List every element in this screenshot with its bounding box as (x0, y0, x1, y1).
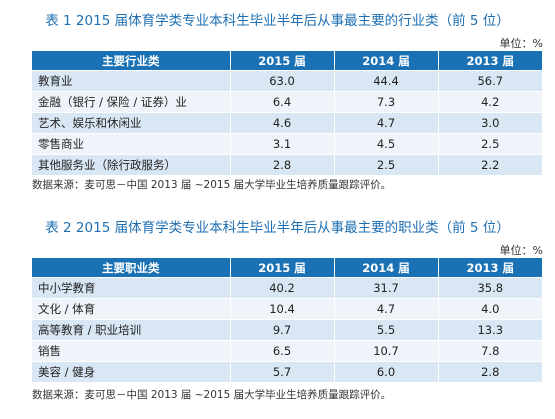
value-2015: 9.7 (230, 319, 335, 341)
header-2013: 2013 届 (438, 258, 542, 278)
header-2015: 2015 届 (230, 258, 335, 278)
value-2013: 13.3 (438, 319, 542, 341)
value-2014: 4.5 (334, 133, 439, 155)
table2-caption: 表 2 2015 届体育学类专业本科生毕业半年后从事最主要的职业类（前 5 位） (45, 220, 510, 236)
row-name: 其他服务业（除行政服务） (32, 154, 231, 175)
table1-caption: 表 1 2015 届体育学类专业本科生毕业半年后从事最主要的行业类（前 5 位） (45, 13, 510, 29)
value-2015: 5.7 (230, 361, 335, 382)
value-2014: 4.7 (334, 112, 439, 134)
table2-source-note: 数据来源：麦可思－中国 2013 届 ~2015 届大学毕业生培养质量跟踪评价。 (32, 389, 392, 401)
row-name: 文化 / 体育 (32, 298, 231, 320)
value-2014: 2.5 (334, 154, 439, 175)
row-name: 中小学教育 (32, 277, 231, 299)
header-2014: 2014 届 (334, 258, 439, 278)
value-2015: 40.2 (230, 277, 335, 299)
row-name: 美容 / 健身 (32, 361, 231, 382)
value-2014: 6.0 (334, 361, 439, 382)
value-2014: 5.5 (334, 319, 439, 341)
value-2014: 10.7 (334, 340, 439, 362)
table-row: 零售商业 3.1 4.5 2.5 (32, 133, 542, 155)
value-2014: 4.7 (334, 298, 439, 320)
table-row: 中小学教育 40.2 31.7 35.8 (32, 277, 542, 299)
table-row: 高等教育 / 职业培训 9.7 5.5 13.3 (32, 319, 542, 341)
value-2015: 4.6 (230, 112, 335, 134)
header-category: 主要行业类 (32, 51, 231, 71)
value-2013: 2.8 (438, 361, 542, 382)
row-name: 金融（银行 / 保险 / 证券）业 (32, 91, 231, 113)
header-category: 主要职业类 (32, 258, 231, 278)
header-2014: 2014 届 (334, 51, 439, 71)
table1-source-note: 数据来源：麦可思－中国 2013 届 ~2015 届大学毕业生培养质量跟踪评价。 (32, 179, 392, 191)
table1-unit: 单位：% (499, 37, 543, 50)
table-row: 教育业 63.0 44.4 56.7 (32, 70, 542, 92)
header-2013: 2013 届 (438, 51, 542, 71)
table-header-row: 主要行业类 2015 届 2014 届 2013 届 (32, 51, 542, 71)
header-2015: 2015 届 (230, 51, 335, 71)
table-row: 其他服务业（除行政服务） 2.8 2.5 2.2 (32, 154, 542, 175)
value-2015: 3.1 (230, 133, 335, 155)
value-2013: 2.5 (438, 133, 542, 155)
industry-table: 主要行业类 2015 届 2014 届 2013 届 教育业 63.0 44.4… (32, 51, 542, 175)
value-2015: 6.5 (230, 340, 335, 362)
occupation-table-section: 表 2 2015 届体育学类专业本科生毕业半年后从事最主要的职业类（前 5 位）… (0, 207, 555, 419)
value-2013: 4.2 (438, 91, 542, 113)
table-row: 销售 6.5 10.7 7.8 (32, 340, 542, 362)
industry-table-section: 表 1 2015 届体育学类专业本科生毕业半年后从事最主要的行业类（前 5 位）… (0, 0, 555, 207)
value-2015: 2.8 (230, 154, 335, 175)
value-2014: 7.3 (334, 91, 439, 113)
table2-unit: 单位：% (499, 244, 543, 257)
value-2015: 63.0 (230, 70, 335, 92)
table-header-row: 主要职业类 2015 届 2014 届 2013 届 (32, 258, 542, 278)
table-row: 美容 / 健身 5.7 6.0 2.8 (32, 361, 542, 382)
value-2015: 10.4 (230, 298, 335, 320)
row-name: 教育业 (32, 70, 231, 92)
value-2013: 56.7 (438, 70, 542, 92)
value-2013: 4.0 (438, 298, 542, 320)
table-row: 艺术、娱乐和休闲业 4.6 4.7 3.0 (32, 112, 542, 134)
occupation-table: 主要职业类 2015 届 2014 届 2013 届 中小学教育 40.2 31… (32, 258, 542, 382)
row-name: 销售 (32, 340, 231, 362)
table-row: 金融（银行 / 保险 / 证券）业 6.4 7.3 4.2 (32, 91, 542, 113)
value-2014: 31.7 (334, 277, 439, 299)
value-2013: 7.8 (438, 340, 542, 362)
value-2015: 6.4 (230, 91, 335, 113)
row-name: 艺术、娱乐和休闲业 (32, 112, 231, 134)
value-2014: 44.4 (334, 70, 439, 92)
row-name: 零售商业 (32, 133, 231, 155)
table-row: 文化 / 体育 10.4 4.7 4.0 (32, 298, 542, 320)
row-name: 高等教育 / 职业培训 (32, 319, 231, 341)
value-2013: 3.0 (438, 112, 542, 134)
value-2013: 35.8 (438, 277, 542, 299)
value-2013: 2.2 (438, 154, 542, 175)
